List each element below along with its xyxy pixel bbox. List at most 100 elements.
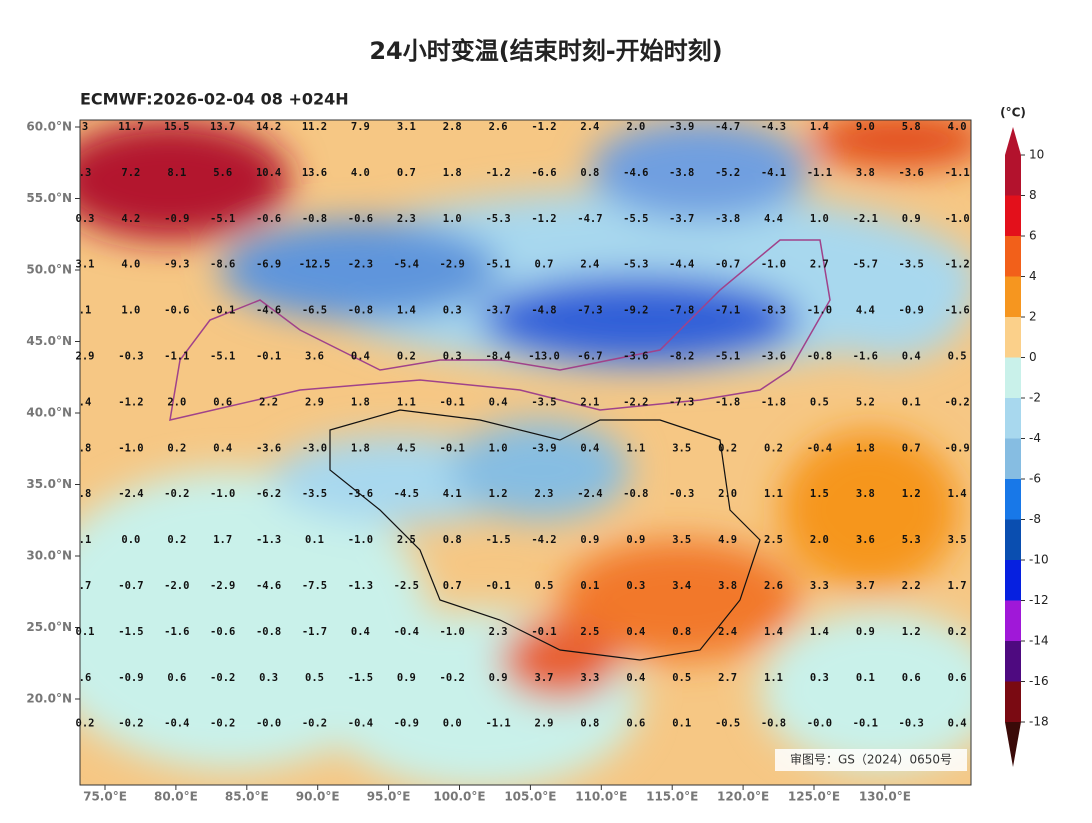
colorbar-label: 0 <box>1029 350 1037 364</box>
grid-value: -0.6 <box>210 626 235 638</box>
grid-value: -3.5 <box>899 259 924 271</box>
grid-value: 3.3 <box>580 672 599 684</box>
grid-value: -0.8 <box>302 213 327 225</box>
colorbar-label: 10 <box>1029 148 1044 162</box>
grid-value: 1.0 <box>121 305 140 317</box>
lat-label: 55.0°N <box>26 191 72 205</box>
grid-value: 0.6 <box>902 672 921 684</box>
grid-value: -4.8 <box>531 305 556 317</box>
grid-value: 1.4 <box>764 626 783 638</box>
grid-value: -5.3 <box>485 213 510 225</box>
grid-value: 0.5 <box>305 672 324 684</box>
colorbar-segment <box>1005 398 1021 439</box>
grid-value: 1.1 <box>764 672 783 684</box>
grid-value: -2.9 <box>440 259 465 271</box>
lon-label: 80.0°E <box>154 790 198 804</box>
grid-value: -5.7 <box>853 259 878 271</box>
grid-value: -8.6 <box>210 259 235 271</box>
grid-value: -3.9 <box>669 121 694 133</box>
grid-value: -1.8 <box>715 396 740 408</box>
grid-value: -4.5 <box>394 488 419 500</box>
grid-value: 0.1 <box>902 396 921 408</box>
grid-value: 1.2 <box>902 626 921 638</box>
grid-value: -3.6 <box>348 488 373 500</box>
grid-value: 3.4 <box>672 580 691 592</box>
grid-value: 1.2 <box>489 488 508 500</box>
approval: 审图号：GS（2024）0650号 <box>790 752 952 767</box>
lat-label: 50.0°N <box>26 263 72 277</box>
grid-value: -0.2 <box>210 672 235 684</box>
grid-value: 0.3 <box>626 580 645 592</box>
grid-value: 0.9 <box>489 672 508 684</box>
grid-value: -8.3 <box>761 305 786 317</box>
grid-value: -1.6 <box>944 305 969 317</box>
grid-value: 0.5 <box>535 580 554 592</box>
grid-value: -9.3 <box>164 259 189 271</box>
grid-value: 2.3 <box>397 213 416 225</box>
grid-value: -1.0 <box>761 259 786 271</box>
grid-value: 2.5 <box>580 626 599 638</box>
grid-value: -5.1 <box>715 351 740 363</box>
lon-label: 120.0°E <box>717 790 769 804</box>
grid-value: 0.5 <box>948 351 967 363</box>
grid-value: 2.5 <box>397 534 416 546</box>
grid-value: 0.4 <box>351 351 370 363</box>
grid-value: 2.9 <box>535 718 554 730</box>
grid-value: 2.0 <box>718 488 737 500</box>
grid-value: 1.5 <box>810 488 829 500</box>
grid-value: -7.3 <box>577 305 602 317</box>
grid-value: 0.3 <box>810 672 829 684</box>
grid-value: 0.3 <box>443 305 462 317</box>
grid-value: 8.1 <box>167 167 186 179</box>
grid-value: -0.1 <box>440 396 465 408</box>
grid-value: -4.7 <box>715 121 740 133</box>
grid-value: .6 <box>79 672 92 684</box>
grid-value: 2.1 <box>580 396 599 408</box>
grid-value: 11.2 <box>302 121 327 133</box>
grid-value: 1.8 <box>351 396 370 408</box>
grid-value: 2.2 <box>902 580 921 592</box>
grid-value: 0.1 <box>672 718 691 730</box>
grid-value: 2.0 <box>626 121 645 133</box>
grid-value: -1.0 <box>348 534 373 546</box>
grid-value: -0.2 <box>944 396 969 408</box>
grid-value: -2.2 <box>623 396 648 408</box>
grid-value: 1.0 <box>443 213 462 225</box>
grid-value: 0.6 <box>948 672 967 684</box>
colorbar-segment <box>1005 236 1021 277</box>
grid-value: -6.5 <box>302 305 327 317</box>
grid-value: 0.4 <box>213 442 232 454</box>
grid-value: -6.6 <box>531 167 556 179</box>
grid-value: -0.7 <box>715 259 740 271</box>
grid-value: -1.1 <box>807 167 832 179</box>
grid-value: 5.8 <box>902 121 921 133</box>
grid-value: 0.0 <box>443 718 462 730</box>
grid-value: -0.1 <box>485 580 510 592</box>
grid-value: -0.8 <box>807 351 832 363</box>
grid-value: 2.4 <box>580 259 599 271</box>
grid-value: 0.8 <box>580 718 599 730</box>
grid-value: 4.0 <box>121 259 140 271</box>
grid-value: -4.2 <box>531 534 556 546</box>
grid-value: 3.3 <box>810 580 829 592</box>
grid-value: .3 <box>79 167 92 179</box>
lat-label: 60.0°N <box>26 120 72 134</box>
colorbar-label: -10 <box>1029 553 1049 567</box>
grid-value: -1.2 <box>531 121 556 133</box>
grid-value: -0.6 <box>256 213 281 225</box>
grid-value: -0.3 <box>669 488 694 500</box>
grid-value: -3.6 <box>761 351 786 363</box>
field <box>80 120 971 785</box>
grid-value: 0.3 <box>259 672 278 684</box>
grid-value: 4.0 <box>351 167 370 179</box>
grid-value: 1.1 <box>626 442 645 454</box>
grid-value: 0.2 <box>718 442 737 454</box>
grid-value: -7.3 <box>669 396 694 408</box>
colorbar-unit: (°C) <box>1000 106 1026 120</box>
grid-value: 0.1 <box>856 672 875 684</box>
grid-value: -1.1 <box>944 167 969 179</box>
lat-label: 45.0°N <box>26 334 72 348</box>
grid-value: -0.2 <box>118 718 143 730</box>
grid-value: .7 <box>79 580 92 592</box>
